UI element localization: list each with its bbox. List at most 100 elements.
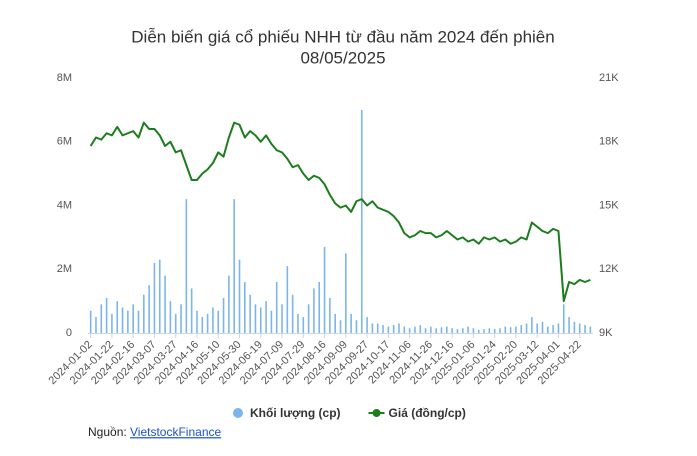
volume-bar: [366, 317, 368, 333]
volume-bar: [446, 326, 448, 333]
volume-bar: [456, 329, 459, 333]
y2-tick-label: 12K: [599, 263, 619, 275]
volume-bar: [419, 325, 422, 333]
volume-bar: [143, 294, 145, 333]
y-tick-label: 6M: [57, 136, 72, 148]
volume-bar: [536, 323, 538, 333]
volume-bar: [275, 282, 278, 333]
volume-bar: [552, 325, 554, 333]
volume-bar: [461, 328, 464, 333]
volume-bar: [228, 275, 230, 333]
volume-bar: [414, 326, 416, 333]
volume-bar: [387, 326, 390, 333]
volume-bar: [270, 310, 273, 333]
volume-bar: [483, 329, 485, 333]
volume-bar: [244, 282, 246, 333]
volume-bar: [382, 325, 384, 333]
volume-bar: [291, 294, 294, 333]
volume-bar: [531, 317, 533, 333]
volume-bar: [265, 301, 267, 333]
volume-bar: [339, 320, 342, 333]
legend-label: Khối lượng (cp): [250, 406, 341, 420]
volume-bar: [408, 328, 411, 333]
y2-tick-label: 15K: [599, 199, 619, 211]
source-link[interactable]: VietstockFinance: [130, 425, 221, 439]
chart-title: 08/05/2025: [300, 48, 385, 67]
volume-bar: [398, 323, 400, 333]
volume-bar: [164, 275, 166, 333]
volume-bar: [174, 313, 177, 333]
y-tick-label: 0: [66, 327, 72, 339]
volume-bar: [111, 313, 113, 333]
y-tick-label: 2M: [57, 263, 72, 275]
volume-bar: [435, 328, 437, 333]
volume-bar: [233, 199, 235, 333]
legend-item: Giá (đồng/cp): [368, 406, 466, 420]
volume-bar: [376, 323, 379, 333]
volume-bar: [318, 282, 321, 333]
volume-bar: [121, 307, 124, 333]
volume-bar: [568, 317, 570, 333]
volume-bar: [541, 321, 544, 333]
volume-bar: [196, 310, 198, 333]
volume-bar: [313, 288, 315, 333]
volume-bar: [504, 326, 507, 333]
volume-bar: [286, 266, 289, 333]
volume-bar: [509, 327, 512, 333]
volume-bar: [345, 253, 347, 333]
legend-label: Giá (đồng/cp): [389, 406, 466, 420]
volume-bar: [360, 109, 363, 333]
volume-bar: [329, 297, 331, 333]
volume-bar: [451, 328, 453, 333]
volume-bar: [430, 326, 432, 333]
volume-bar: [547, 326, 549, 333]
volume-bar: [440, 327, 443, 333]
volume-bar: [584, 325, 586, 333]
y2-tick-label: 21K: [599, 72, 619, 84]
volume-bar: [217, 310, 220, 333]
volume-bar: [281, 304, 283, 333]
chart-title: Diễn biến giá cổ phiếu NHH từ đầu năm 20…: [131, 27, 554, 46]
volume-bar: [201, 317, 204, 333]
volume-bar: [355, 320, 358, 333]
volume-bar: [578, 323, 581, 333]
volume-bar: [95, 317, 97, 333]
legend-marker: [233, 408, 243, 418]
volume-bar: [499, 328, 501, 333]
volume-bar: [169, 301, 172, 333]
volume-bar: [589, 326, 592, 333]
y2-tick-label: 18K: [599, 136, 619, 148]
price-line: [89, 121, 591, 303]
volume-bar: [190, 288, 193, 333]
volume-bar: [350, 313, 352, 333]
volume-bar: [557, 323, 560, 333]
volume-bar: [254, 304, 257, 333]
y-tick-label: 4M: [57, 199, 72, 211]
volume-bar: [472, 328, 475, 333]
volume-bar: [100, 304, 103, 333]
volume-bar: [238, 259, 241, 333]
volume-bar: [212, 307, 214, 333]
volume-bar: [515, 326, 517, 333]
volume-bar: [424, 328, 427, 333]
volume-bar: [259, 307, 262, 333]
volume-bar: [525, 323, 528, 333]
volume-bar: [477, 329, 480, 333]
volume-bar: [137, 310, 140, 333]
volume-bar: [403, 326, 406, 333]
volume-bar: [562, 304, 565, 333]
volume-bar: [392, 325, 395, 333]
volume-bar: [249, 294, 251, 333]
volume-bar: [573, 321, 576, 333]
volume-bar: [105, 297, 108, 333]
volume-bar: [206, 313, 209, 333]
volume-bar: [297, 313, 299, 333]
y-tick-label: 8M: [57, 72, 72, 84]
volume-bar: [153, 262, 156, 333]
volume-bar: [307, 304, 310, 333]
volume-bar: [371, 323, 374, 333]
volume-bar: [520, 325, 523, 333]
volume-bar: [323, 246, 326, 333]
